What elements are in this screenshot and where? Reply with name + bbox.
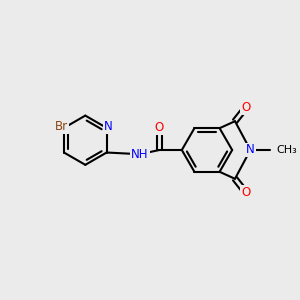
Text: N: N bbox=[246, 143, 255, 157]
Text: N: N bbox=[104, 120, 112, 133]
Text: Br: Br bbox=[55, 120, 68, 133]
Text: CH₃: CH₃ bbox=[276, 145, 297, 155]
Text: O: O bbox=[241, 186, 250, 199]
Text: O: O bbox=[241, 101, 250, 114]
Text: NH: NH bbox=[131, 148, 148, 161]
Text: O: O bbox=[155, 121, 164, 134]
